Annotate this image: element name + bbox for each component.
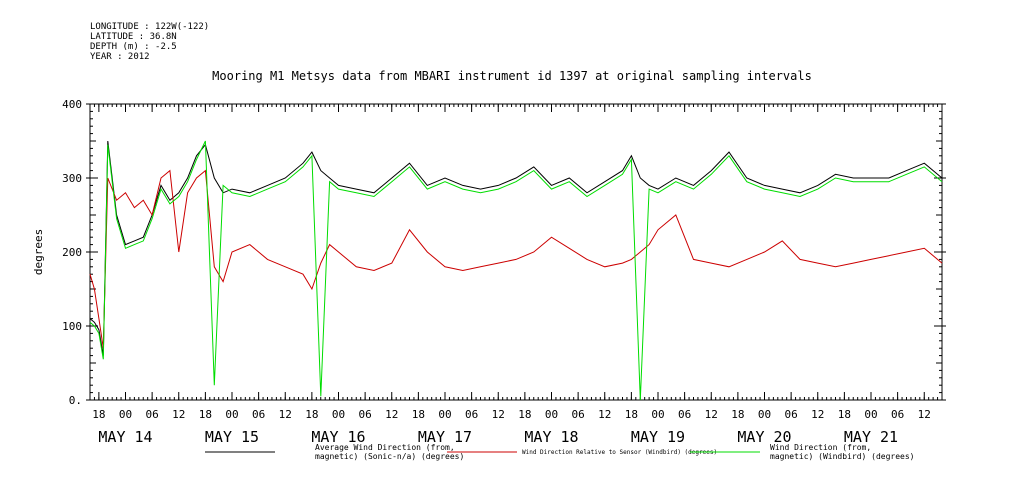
x-hour-tick-label: 00 — [758, 408, 771, 421]
x-hour-tick-label: 06 — [572, 408, 585, 421]
x-day-label: MAY 21 — [844, 428, 898, 446]
x-hour-tick-label: 06 — [252, 408, 265, 421]
latitude-text: LATITUDE : 36.8N — [90, 32, 177, 42]
x-hour-tick-label: 06 — [359, 408, 372, 421]
x-hour-tick-label: 18 — [412, 408, 425, 421]
x-hour-tick-label: 12 — [811, 408, 824, 421]
legend-label-3: Wind Direction (from, — [770, 443, 871, 452]
x-day-label: MAY 14 — [98, 428, 152, 446]
x-hour-tick-label: 18 — [838, 408, 851, 421]
axis-ticks: 0. 100 200 300 400 18 00 06 12 18 00 06 12 18 00 06 12 18… — [62, 98, 946, 446]
x-hour-tick-label: 00 — [225, 408, 238, 421]
dataset-metadata: LONGITUDE : 122W(-122) LATITUDE : 36.8N … — [90, 22, 209, 62]
y-tick-label: 200 — [62, 246, 82, 259]
x-hour-tick-label: 00 — [438, 408, 451, 421]
x-hour-tick-label: 18 — [92, 408, 105, 421]
series-line-3 — [89, 140, 943, 401]
x-hour-tick-label: 12 — [918, 408, 931, 421]
y-axis-label: degrees — [32, 229, 45, 275]
x-day-label: MAY 17 — [418, 428, 472, 446]
x-day-label: MAY 15 — [205, 428, 259, 446]
year-text: YEAR : 2012 — [90, 52, 150, 62]
data-series — [89, 140, 943, 401]
series-line-1 — [89, 140, 943, 356]
legend: Average Wind Direction (from,magnetic) (… — [205, 443, 915, 461]
y-tick-label: 100 — [62, 320, 82, 333]
x-hour-tick-label: 12 — [172, 408, 185, 421]
x-hour-tick-label: 12 — [492, 408, 505, 421]
x-hour-tick-label: 00 — [119, 408, 132, 421]
plot-frame — [89, 103, 943, 401]
x-hour-tick-label: 18 — [518, 408, 531, 421]
x-day-label: MAY 20 — [737, 428, 791, 446]
x-hour-tick-label: 06 — [891, 408, 904, 421]
x-hour-tick-label: 00 — [651, 408, 664, 421]
x-hour-tick-label: 00 — [545, 408, 558, 421]
y-tick-label: 0. — [69, 394, 82, 407]
x-hour-tick-label: 12 — [705, 408, 718, 421]
x-hour-tick-label: 12 — [385, 408, 398, 421]
legend-label-2: Wind Direction Relative to Sensor (Windb… — [522, 449, 717, 456]
x-hour-tick-label: 06 — [678, 408, 691, 421]
x-hour-tick-label: 06 — [146, 408, 159, 421]
x-hour-tick-label: 06 — [465, 408, 478, 421]
x-day-label: MAY 18 — [524, 428, 578, 446]
x-hour-tick-label: 12 — [598, 408, 611, 421]
longitude-text: LONGITUDE : 122W(-122) — [90, 22, 210, 32]
legend-label-1: magnetic) (Sonic-n/a) (degrees) — [315, 452, 464, 461]
x-hour-tick-label: 18 — [199, 408, 212, 421]
legend-label-3: magnetic) (Windbird) (degrees) — [770, 452, 915, 461]
x-hour-tick-label: 12 — [279, 408, 292, 421]
series-line-2 — [89, 169, 943, 349]
x-day-label: MAY 19 — [631, 428, 685, 446]
chart-title: Mooring M1 Metsys data from MBARI instru… — [212, 69, 812, 83]
x-hour-tick-label: 06 — [785, 408, 798, 421]
y-tick-label: 400 — [62, 98, 82, 111]
legend-label-1: Average Wind Direction (from, — [315, 443, 455, 452]
x-hour-tick-label: 18 — [731, 408, 744, 421]
x-hour-tick-label: 00 — [332, 408, 345, 421]
y-tick-label: 300 — [62, 172, 82, 185]
x-hour-tick-label: 18 — [625, 408, 638, 421]
depth-text: DEPTH (m) : -2.5 — [90, 42, 177, 52]
x-hour-tick-label: 18 — [305, 408, 318, 421]
x-day-label: MAY 16 — [311, 428, 365, 446]
x-hour-tick-label: 00 — [864, 408, 877, 421]
